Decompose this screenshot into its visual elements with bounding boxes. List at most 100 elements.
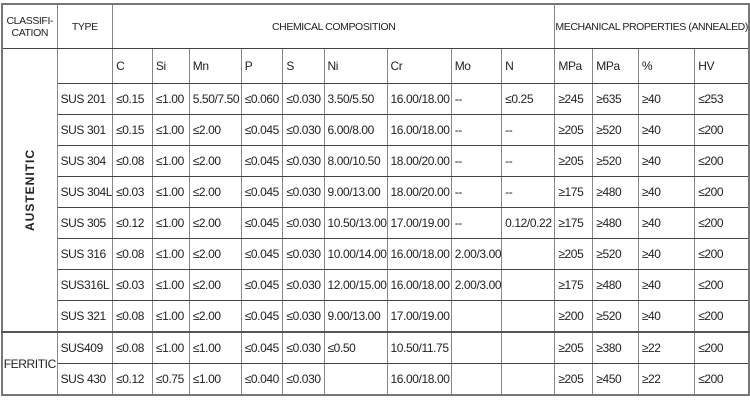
classification-header: CLASSIFI- CATION xyxy=(1,3,58,49)
value-cell: ≤1.00 xyxy=(151,238,190,270)
value-cell xyxy=(501,238,556,270)
value-cell: ≥205 xyxy=(554,363,594,396)
value-cell: ≥245 xyxy=(554,83,594,115)
table-row: SUS 201 ≤0.15 ≤1.00 5.50/7.50 ≤0.060 ≤0.030 3.… xyxy=(2,83,750,115)
type-cell: SUS 301 xyxy=(56,114,114,146)
value-cell: 16.00/18.00 xyxy=(386,269,452,301)
value-cell: ≤0.030 xyxy=(282,83,325,115)
value-cell: ≤0.030 xyxy=(282,176,325,208)
value-cell: ≥175 xyxy=(554,176,594,208)
value-cell: ≤0.25 xyxy=(501,83,556,115)
type-cell: SUS 321 xyxy=(56,300,114,333)
value-cell: ≤1.00 xyxy=(151,83,190,115)
column-header: Mn xyxy=(188,48,242,84)
value-cell: ≤200 xyxy=(694,114,750,146)
column-header: MPa xyxy=(554,48,594,84)
type-subheader xyxy=(56,48,114,84)
value-cell: ≤1.00 xyxy=(151,300,190,333)
value-cell: ≥520 xyxy=(592,114,639,146)
column-header: S xyxy=(282,48,325,84)
value-cell: 17.00/19.00 xyxy=(386,207,452,239)
value-cell: 2.00/3.00 xyxy=(450,269,503,301)
column-header: Cr xyxy=(386,48,452,84)
value-cell: ≤0.045 xyxy=(240,207,284,239)
table-row: SUS 305 ≤0.12 ≤1.00 ≤2.00 ≤0.045 ≤0.030 10.50/… xyxy=(2,207,750,239)
value-cell: -- xyxy=(501,114,556,146)
value-cell: ≤0.08 xyxy=(112,145,153,177)
value-cell: ≥40 xyxy=(637,300,696,333)
value-cell: ≤200 xyxy=(694,363,750,396)
group-label: AUSTENITIC xyxy=(1,48,58,333)
value-cell: ≥205 xyxy=(554,331,594,364)
value-cell: ≤2.00 xyxy=(188,300,242,333)
value-cell: ≤1.00 xyxy=(188,331,242,364)
value-cell: ≥40 xyxy=(637,83,696,115)
value-cell: 10.00/14.00 xyxy=(323,238,388,270)
value-cell: -- xyxy=(450,83,503,115)
value-cell: ≤0.045 xyxy=(240,145,284,177)
table-row: SUS 316 ≤0.08 ≤1.00 ≤2.00 ≤0.045 ≤0.030 10.00/… xyxy=(2,238,750,270)
value-cell: 0.12/0.22 xyxy=(501,207,556,239)
value-cell: 5.50/7.50 xyxy=(188,83,242,115)
value-cell: 9.00/13.00 xyxy=(323,176,388,208)
value-cell: ≤0.030 xyxy=(282,145,325,177)
column-header: P xyxy=(240,48,284,84)
value-cell: ≥40 xyxy=(637,114,696,146)
value-cell: ≥480 xyxy=(592,176,639,208)
table-row: SUS 430 ≤0.12 ≤0.75 ≤1.00 ≤0.040 ≤0.030 16.00/… xyxy=(2,363,750,396)
value-cell: ≤0.12 xyxy=(112,363,153,396)
value-cell: ≤0.060 xyxy=(240,83,284,115)
table-row: FERRITIC SUS409 ≤0.08 ≤1.00 ≤1.00 ≤0.045 ≤0.03… xyxy=(1,331,750,396)
value-cell: ≤0.03 xyxy=(112,269,153,301)
table-row: SUS316L ≤0.03 ≤1.00 ≤2.00 ≤0.045 ≤0.030 12.00/… xyxy=(2,269,750,301)
value-cell: 10.50/13.00 xyxy=(323,207,388,239)
value-cell: 16.00/18.00 xyxy=(386,363,452,396)
value-cell: ≤0.045 xyxy=(240,331,284,364)
value-cell: ≤200 xyxy=(694,300,750,333)
value-cell: 18.00/20.00 xyxy=(386,145,452,177)
value-cell: ≤0.045 xyxy=(240,300,284,333)
value-cell: ≤0.045 xyxy=(240,114,284,146)
type-cell: SUS409 xyxy=(56,331,114,364)
value-cell: ≥205 xyxy=(554,145,594,177)
type-cell: SUS 304 xyxy=(56,145,114,177)
value-cell: ≤200 xyxy=(694,207,750,239)
value-cell: ≥22 xyxy=(637,363,696,396)
value-cell: ≤0.045 xyxy=(240,176,284,208)
value-cell: 16.00/18.00 xyxy=(386,83,452,115)
value-cell: ≤0.15 xyxy=(112,114,153,146)
value-cell: ≤0.75 xyxy=(151,363,190,396)
table-row: SUS 301 ≤0.15 ≤1.00 ≤2.00 ≤0.045 ≤0.030 6.00/8… xyxy=(2,114,750,146)
column-header: Si xyxy=(151,48,190,84)
value-cell: -- xyxy=(450,207,503,239)
value-cell: ≤0.15 xyxy=(112,83,153,115)
type-cell: SUS 304L xyxy=(56,176,114,208)
value-cell: 17.00/19.00 xyxy=(386,300,452,333)
value-cell: 2.00/3.00 xyxy=(450,238,503,270)
value-cell: ≤200 xyxy=(694,331,750,364)
value-cell: 16.00/18.00 xyxy=(386,238,452,270)
value-cell: 8.00/10.50 xyxy=(323,145,388,177)
column-header: Mo xyxy=(450,48,503,84)
value-cell: ≤200 xyxy=(694,176,750,208)
value-cell: ≤0.030 xyxy=(282,238,325,270)
value-cell xyxy=(450,300,503,333)
value-cell: ≤0.08 xyxy=(112,300,153,333)
group-label: FERRITIC xyxy=(1,331,58,396)
table-row: SUS 304L ≤0.03 ≤1.00 ≤2.00 ≤0.045 ≤0.030 9.00/… xyxy=(2,176,750,208)
value-cell: ≤1.00 xyxy=(151,207,190,239)
value-cell: 16.00/18.00 xyxy=(386,114,452,146)
value-cell: 10.50/11.75 xyxy=(386,331,452,364)
value-cell: ≤0.030 xyxy=(282,207,325,239)
value-cell: ≥205 xyxy=(554,238,594,270)
value-cell: ≥40 xyxy=(637,269,696,301)
type-cell: SUS316L xyxy=(56,269,114,301)
value-cell: -- xyxy=(450,176,503,208)
value-cell: ≤2.00 xyxy=(188,207,242,239)
value-cell: ≤0.030 xyxy=(282,363,325,396)
type-cell: SUS 201 xyxy=(56,83,114,115)
value-cell: ≤0.030 xyxy=(282,331,325,364)
value-cell: ≥40 xyxy=(637,207,696,239)
column-header: Ni xyxy=(323,48,388,84)
value-cell: ≤0.08 xyxy=(112,238,153,270)
